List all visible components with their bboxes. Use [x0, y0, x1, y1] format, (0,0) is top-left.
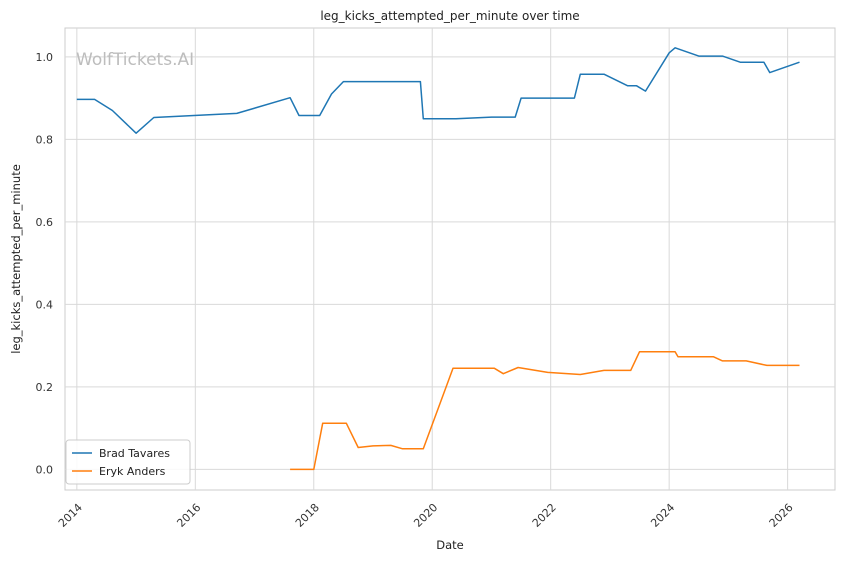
y-tick-label: 0.0 [36, 463, 54, 476]
x-tick-label: 2026 [767, 501, 796, 530]
x-tick-label: 2020 [411, 501, 440, 530]
chart-title: leg_kicks_attempted_per_minute over time [320, 9, 579, 23]
y-tick-label: 0.8 [36, 133, 54, 146]
x-tick-label: 2018 [293, 501, 322, 530]
plot-area [64, 27, 836, 491]
y-tick-labels: 0.0 0.2 0.4 0.6 0.8 1.0 [36, 51, 54, 477]
series-line-0 [76, 47, 800, 134]
legend-label: Brad Tavares [99, 447, 170, 460]
x-tick-labels: 2014 2016 2018 2020 2022 2024 2026 [56, 501, 796, 530]
x-axis-label: Date [436, 538, 464, 552]
grid-lines [65, 28, 835, 490]
x-tick-label: 2014 [56, 501, 85, 530]
y-tick-label: 0.2 [36, 381, 54, 394]
y-tick-label: 0.4 [36, 298, 54, 311]
x-tick-label: 2016 [174, 501, 203, 530]
legend-box [65, 439, 191, 485]
legend-label: Eryk Anders [99, 465, 166, 478]
x-tick-label: 2024 [648, 501, 677, 530]
series-lines [76, 47, 800, 471]
legend: Brad Tavares Eryk Anders [65, 439, 191, 485]
y-axis-label: leg_kicks_attempted_per_minute [9, 164, 23, 354]
y-tick-label: 1.0 [36, 51, 54, 64]
x-tick-label: 2022 [530, 501, 559, 530]
watermark: WolfTickets.AI [76, 50, 194, 70]
series-line-1 [290, 351, 800, 471]
y-tick-label: 0.6 [36, 216, 54, 229]
